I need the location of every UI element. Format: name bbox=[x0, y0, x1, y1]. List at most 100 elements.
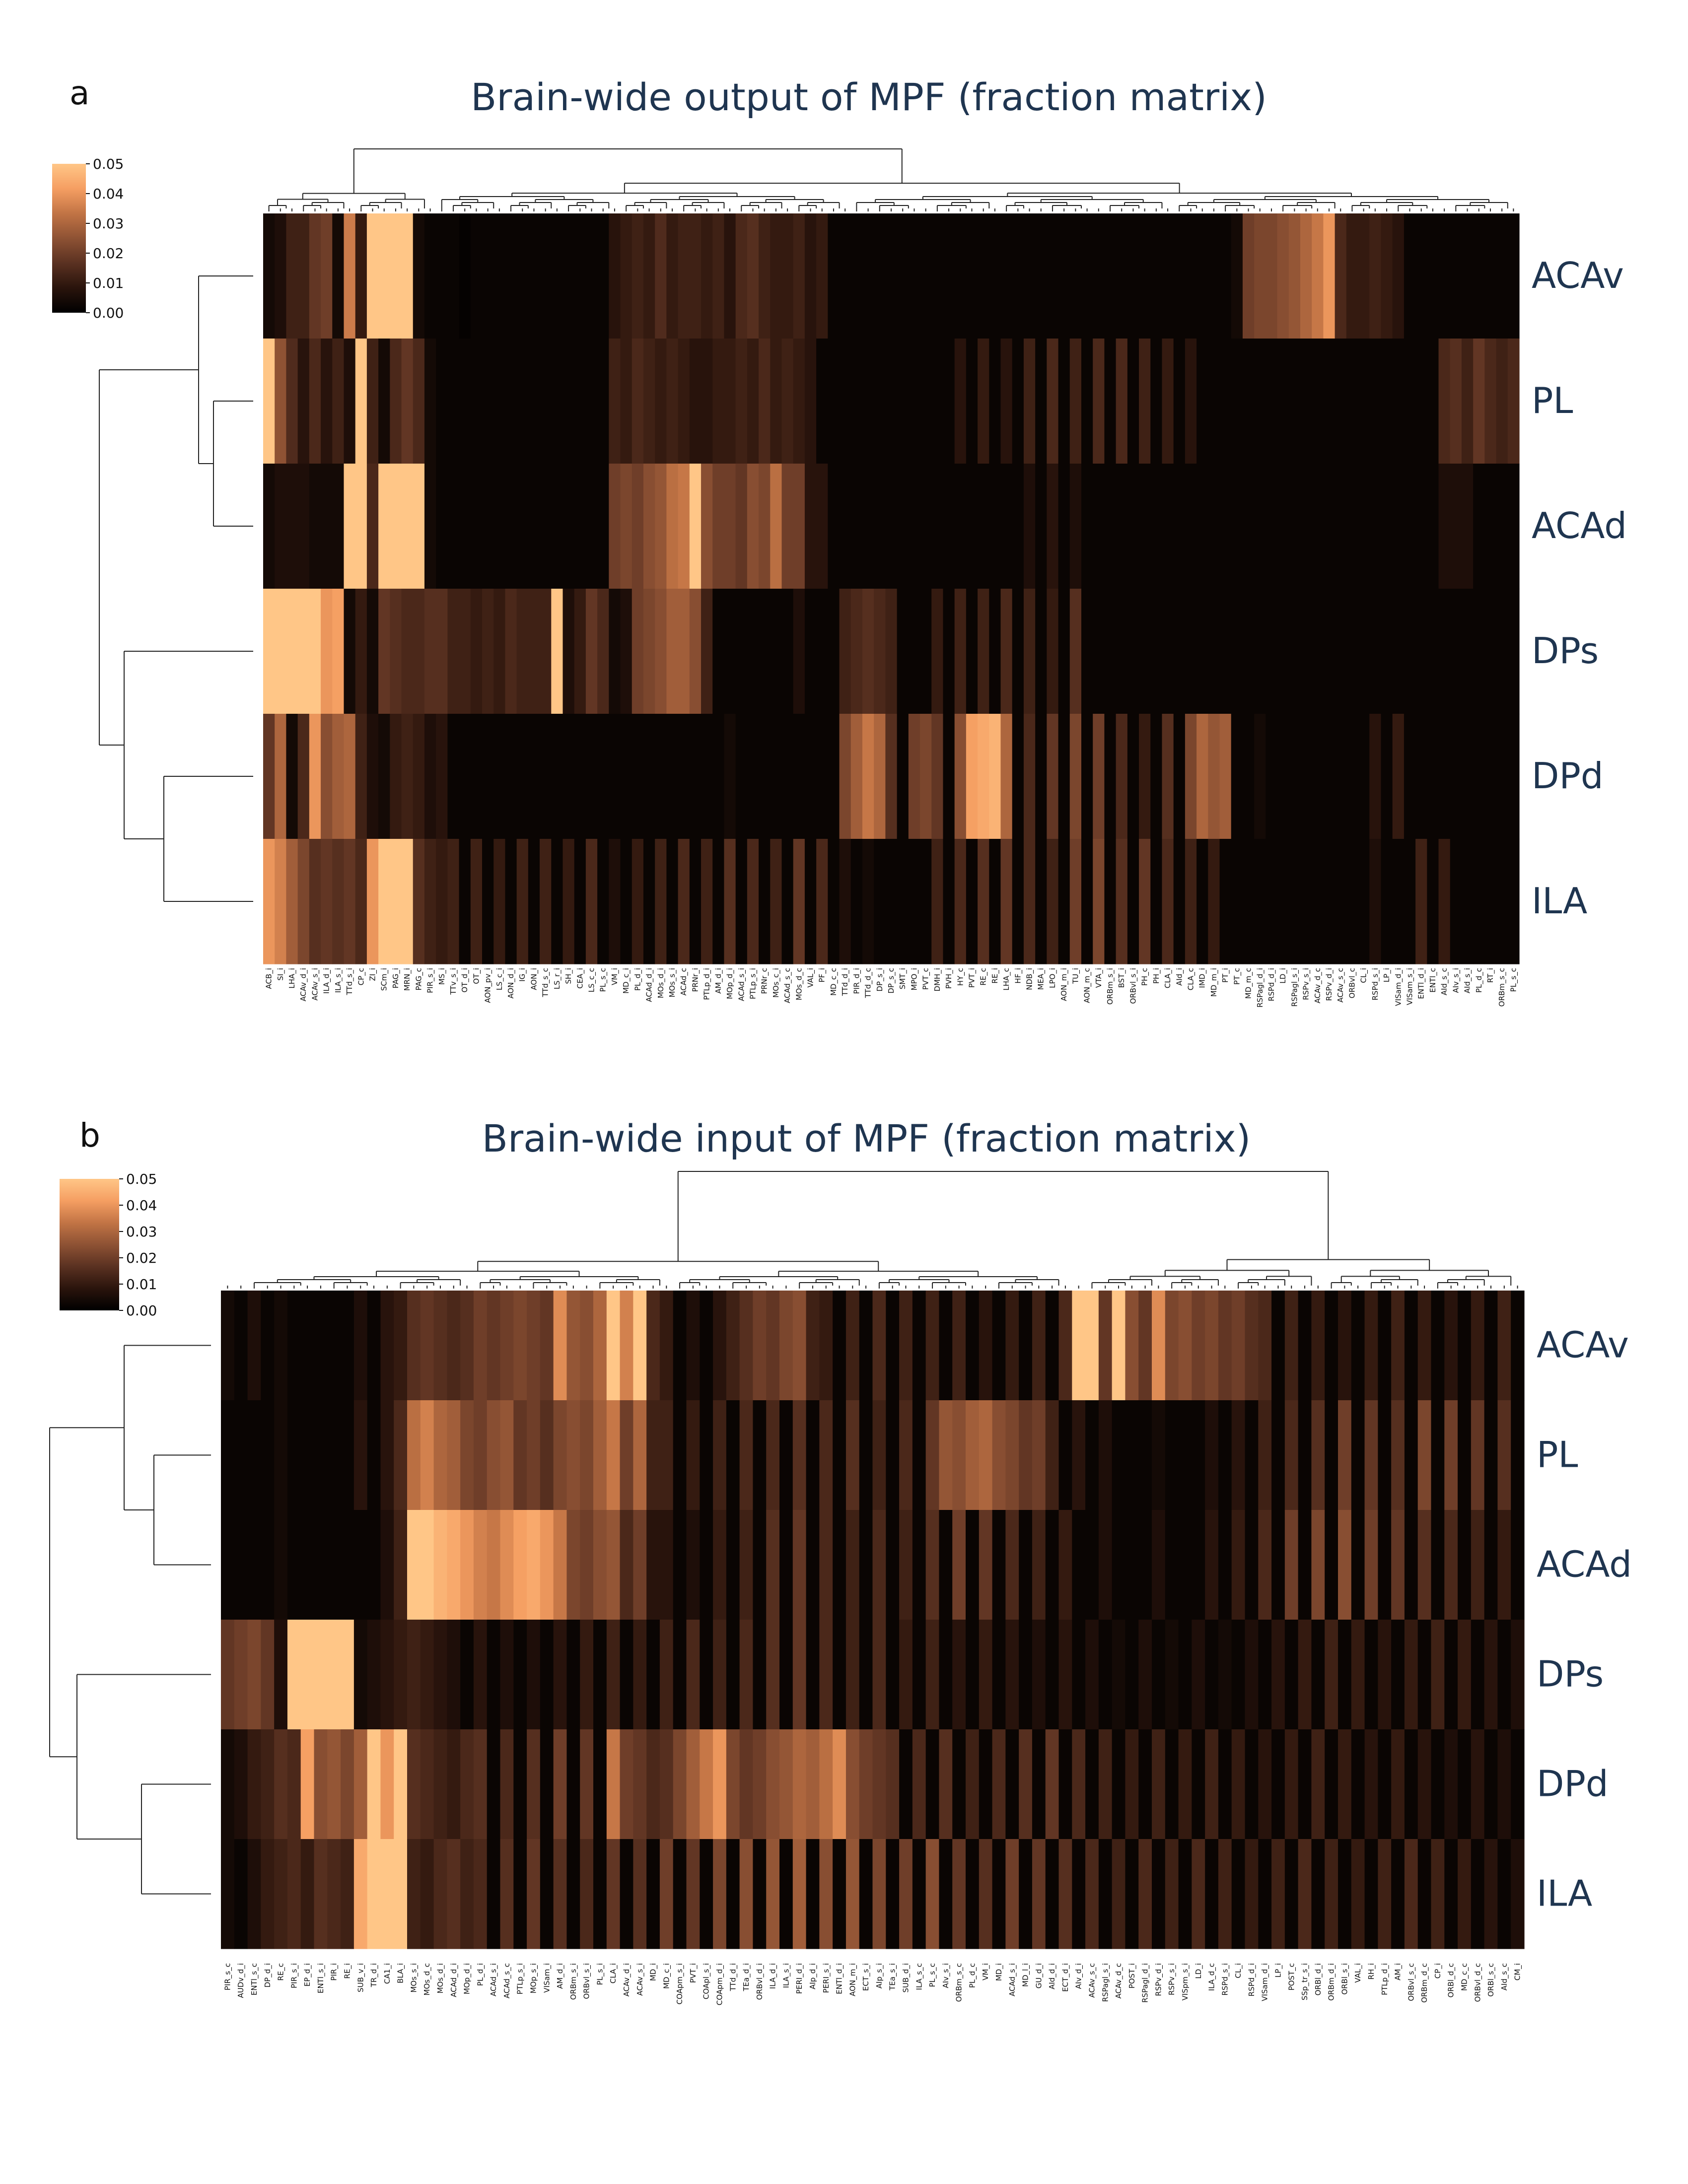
heatmap-cell bbox=[274, 1620, 288, 1730]
column-label: RSPagl_d_i bbox=[1256, 968, 1265, 1008]
heatmap-cell bbox=[1196, 589, 1208, 714]
heatmap-cell bbox=[1458, 1729, 1472, 1840]
heatmap-cell bbox=[686, 1400, 700, 1510]
column-label: HY_c bbox=[956, 968, 965, 986]
heatmap-cell bbox=[678, 839, 690, 964]
heatmap-cell bbox=[1511, 1620, 1525, 1730]
heatmap-cell bbox=[585, 714, 598, 839]
heatmap-cell bbox=[978, 839, 989, 964]
heatmap-cell bbox=[659, 1839, 674, 1949]
heatmap-cell bbox=[1162, 839, 1174, 964]
column-label: AIv_s_i bbox=[1451, 968, 1461, 993]
heatmap-cell bbox=[424, 464, 436, 589]
heatmap-cell bbox=[234, 1510, 248, 1620]
heatmap-cell bbox=[1125, 1400, 1139, 1510]
heatmap-cell bbox=[1364, 1839, 1378, 1949]
heatmap-cell bbox=[724, 213, 736, 339]
column-label: RSPd_d_i bbox=[1247, 1963, 1257, 1996]
colorbar-tick-label: 0.04 bbox=[93, 186, 124, 202]
heatmap-cell bbox=[1205, 1729, 1219, 1840]
heatmap-cell bbox=[633, 1620, 647, 1730]
heatmap-cell bbox=[1093, 464, 1105, 589]
heatmap-cell bbox=[620, 714, 633, 839]
heatmap-cell bbox=[378, 339, 390, 464]
column-label: VISam_i bbox=[542, 1963, 552, 1993]
heatmap-cell bbox=[1098, 1729, 1113, 1840]
heatmap-cell bbox=[263, 714, 275, 839]
heatmap-cell bbox=[632, 839, 644, 964]
column-label: LPO_i bbox=[1048, 968, 1057, 988]
column-label: LD_i bbox=[1278, 968, 1288, 984]
heatmap-cell bbox=[424, 213, 436, 339]
heatmap-cell bbox=[1231, 589, 1243, 714]
heatmap-cell bbox=[1404, 464, 1416, 589]
heatmap-cell bbox=[700, 1729, 713, 1840]
heatmap-cell bbox=[793, 213, 805, 339]
heatmap-cell bbox=[1196, 339, 1208, 464]
heatmap-cell bbox=[1023, 839, 1036, 964]
heatmap-cell bbox=[314, 1400, 328, 1510]
heatmap-cell bbox=[286, 714, 298, 839]
heatmap-cell bbox=[1311, 1291, 1325, 1401]
heatmap-cell bbox=[655, 213, 667, 339]
heatmap-cell bbox=[1152, 1291, 1166, 1401]
column-label: ILA_s_i bbox=[781, 1963, 791, 1988]
heatmap-cell bbox=[1288, 714, 1301, 839]
heatmap-cell bbox=[1271, 1620, 1285, 1730]
heatmap-cell bbox=[724, 589, 736, 714]
heatmap-cell bbox=[1035, 714, 1047, 839]
heatmap-cell bbox=[563, 839, 575, 964]
column-label: AON_d_i bbox=[506, 968, 516, 999]
heatmap-cell bbox=[482, 589, 494, 714]
column-label: LS_c_c bbox=[587, 968, 597, 992]
heatmap-cell bbox=[1450, 839, 1462, 964]
heatmap-cell bbox=[806, 1839, 820, 1949]
heatmap-cell bbox=[1218, 1839, 1232, 1949]
column-label: MS_i bbox=[437, 968, 447, 985]
heatmap-cell bbox=[1415, 839, 1427, 964]
heatmap-cell bbox=[1404, 589, 1416, 714]
heatmap-cell bbox=[367, 1729, 381, 1840]
column-label: ENTl_d_i bbox=[835, 1963, 844, 1994]
heatmap-cell bbox=[1139, 213, 1151, 339]
heatmap-cell bbox=[1081, 589, 1093, 714]
heatmap-cell bbox=[1417, 1620, 1432, 1730]
heatmap-cell bbox=[643, 339, 655, 464]
heatmap-cell bbox=[516, 589, 529, 714]
heatmap-cell bbox=[1288, 339, 1301, 464]
heatmap-cell bbox=[390, 839, 402, 964]
heatmap-cell bbox=[850, 589, 863, 714]
heatmap-cell bbox=[1000, 339, 1013, 464]
heatmap-cell bbox=[1404, 1839, 1418, 1949]
heatmap-cell bbox=[459, 839, 471, 964]
column-label: PTLp_d_i bbox=[703, 968, 712, 1000]
heatmap-cell bbox=[1104, 714, 1117, 839]
heatmap-cell bbox=[792, 1400, 807, 1510]
heatmap-cell bbox=[493, 714, 506, 839]
heatmap-cell bbox=[309, 839, 321, 964]
heatmap-cell bbox=[580, 1400, 594, 1510]
heatmap-cell bbox=[1284, 1400, 1299, 1510]
heatmap-cell bbox=[828, 714, 840, 839]
heatmap-cell bbox=[759, 339, 771, 464]
heatmap-cell bbox=[528, 213, 540, 339]
column-label: VTA_i bbox=[1094, 968, 1104, 988]
heatmap-cell bbox=[1298, 1510, 1312, 1620]
column-label: MD_c_c bbox=[1460, 1963, 1469, 1991]
heatmap-cell bbox=[401, 589, 414, 714]
heatmap-cell bbox=[1392, 714, 1405, 839]
heatmap-cell bbox=[952, 1839, 966, 1949]
heatmap-cell bbox=[332, 464, 345, 589]
heatmap-cell bbox=[314, 1729, 328, 1840]
heatmap-cell bbox=[726, 1729, 740, 1840]
heatmap-cell bbox=[460, 1400, 474, 1510]
heatmap-cell bbox=[1358, 839, 1370, 964]
heatmap-cell bbox=[979, 1510, 993, 1620]
heatmap-cell bbox=[341, 1291, 354, 1401]
heatmap-cell bbox=[1471, 1620, 1485, 1730]
column-label: OT_d_i bbox=[460, 968, 470, 993]
heatmap-cell bbox=[424, 839, 436, 964]
heatmap-cell bbox=[1358, 714, 1370, 839]
heatmap-cell bbox=[1192, 1839, 1205, 1949]
heatmap-cell bbox=[321, 464, 333, 589]
